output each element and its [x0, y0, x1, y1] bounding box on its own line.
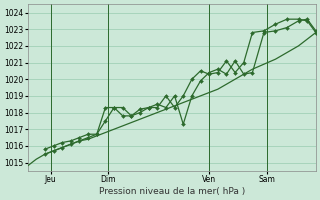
X-axis label: Pression niveau de la mer( hPa ): Pression niveau de la mer( hPa ) [99, 187, 245, 196]
